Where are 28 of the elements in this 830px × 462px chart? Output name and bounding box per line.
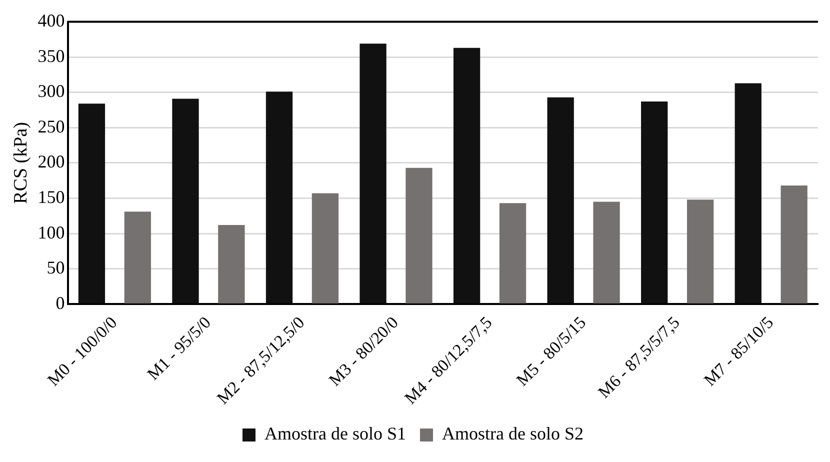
bar — [218, 225, 245, 304]
bar — [780, 186, 808, 304]
y-tick-label: 200 — [38, 152, 65, 172]
bar — [172, 98, 199, 304]
bar — [499, 203, 526, 304]
legend-label: Amostra de solo S2 — [442, 424, 584, 444]
y-tick-label: 250 — [38, 116, 65, 136]
bar — [360, 44, 386, 304]
bar — [686, 200, 714, 304]
y-tick-label: 100 — [38, 222, 65, 242]
bar — [266, 92, 293, 304]
bar — [547, 97, 574, 304]
y-axis-title: RCS (kPa) — [10, 122, 32, 204]
bar — [78, 104, 106, 304]
y-tick-label: 50 — [46, 258, 65, 278]
bar — [124, 212, 151, 304]
y-tick-label: 400 — [38, 10, 65, 31]
y-tick-label: 150 — [38, 186, 65, 207]
y-tick-label: 0 — [56, 292, 65, 313]
bar — [734, 83, 762, 304]
bar — [312, 193, 339, 304]
bar — [453, 48, 480, 304]
bar — [641, 102, 668, 304]
legend-label: Amostra de solo S1 — [264, 424, 406, 444]
bar — [593, 202, 620, 304]
bar — [406, 168, 432, 304]
y-tick-label: 350 — [38, 46, 65, 66]
y-tick-label: 300 — [38, 81, 65, 102]
